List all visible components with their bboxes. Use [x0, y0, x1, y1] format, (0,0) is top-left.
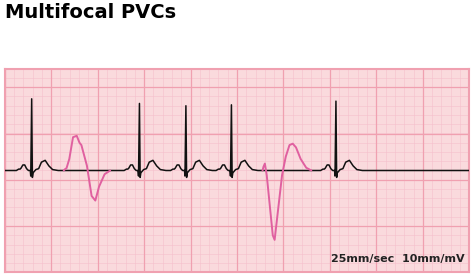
Text: Multifocal PVCs: Multifocal PVCs: [5, 3, 176, 22]
Text: 25mm/sec  10mm/mV: 25mm/sec 10mm/mV: [331, 254, 465, 264]
